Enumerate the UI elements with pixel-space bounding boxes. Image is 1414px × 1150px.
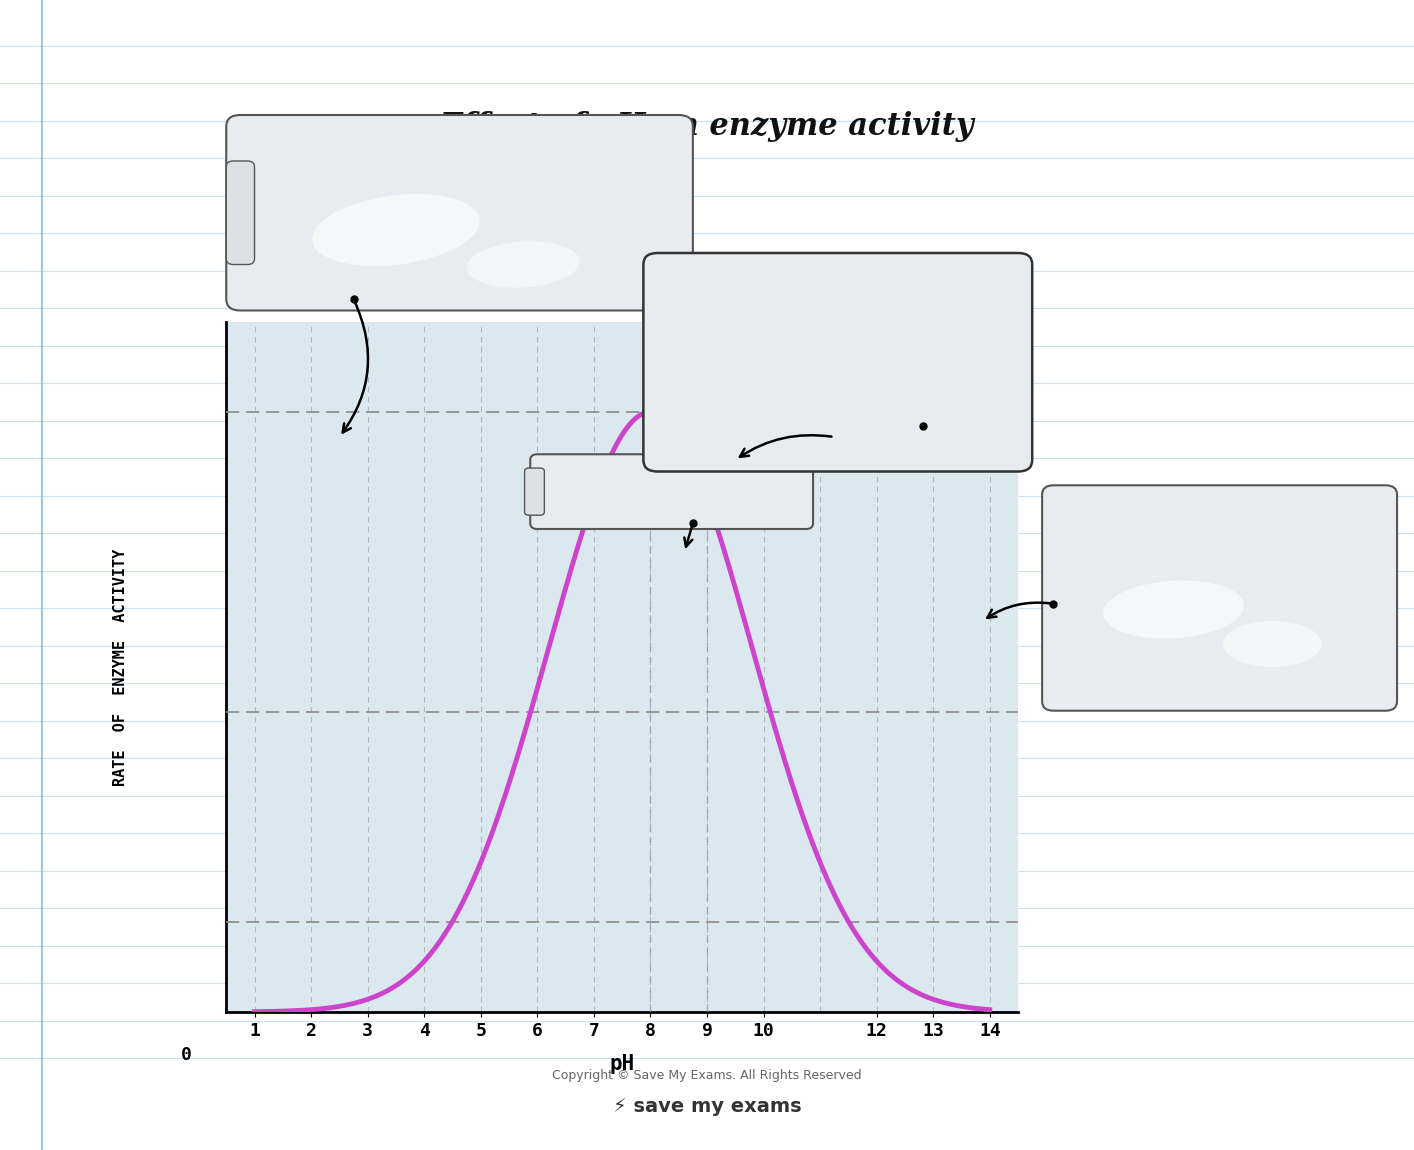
X-axis label: pH: pH	[609, 1053, 635, 1074]
Text: Copyright © Save My Exams. All Rights Reserved: Copyright © Save My Exams. All Rights Re…	[553, 1068, 861, 1082]
FancyArrowPatch shape	[987, 603, 1051, 618]
FancyArrowPatch shape	[342, 301, 368, 432]
Text: 0: 0	[181, 1046, 192, 1064]
Text: RATE  OF  ENZYME  ACTIVITY: RATE OF ENZYME ACTIVITY	[113, 549, 127, 785]
Text: Effect of pH on enzyme activity: Effect of pH on enzyme activity	[440, 112, 974, 141]
Text: REMEMBER  THIS
DEPENDS  ON  WHERE
  IE  ENZYME  WORKS
  IN  THE  BODY: REMEMBER THIS DEPENDS ON WHERE IE ENZYME…	[672, 282, 839, 367]
FancyArrowPatch shape	[740, 435, 831, 457]
Text: ⚡ save my exams: ⚡ save my exams	[612, 1097, 802, 1116]
FancyArrowPatch shape	[684, 526, 693, 546]
